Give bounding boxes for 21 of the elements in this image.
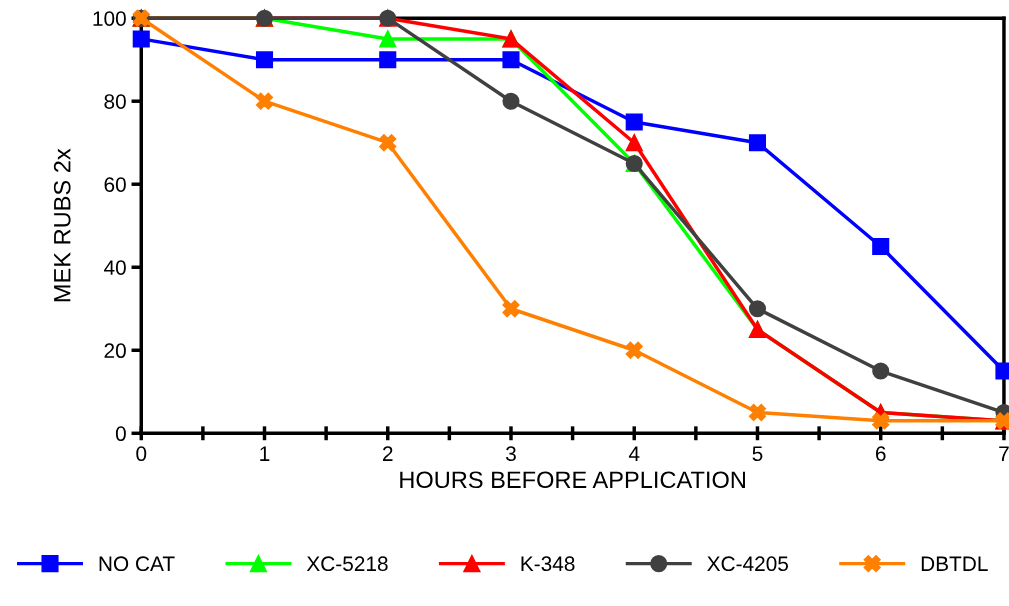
legend-label: K-348 <box>521 556 575 572</box>
x-tick-label: 2 <box>383 446 393 461</box>
legend-label: NO CAT <box>99 556 175 572</box>
x-tick-label: 0 <box>136 446 147 462</box>
x-tick-label: 6 <box>875 446 886 462</box>
y-tick-label: 80 <box>104 94 126 109</box>
x-tick-label: 1 <box>260 446 270 461</box>
y-tick-label: 40 <box>103 260 126 275</box>
x-tick-label: 3 <box>505 446 516 462</box>
y-tick-label: 20 <box>104 343 126 359</box>
legend-label: XC-4205 <box>707 556 789 572</box>
legend-label: DBTDL <box>921 556 988 571</box>
y-tick-label: 60 <box>104 177 126 192</box>
y-axis-title: MEK RUBS 2x <box>53 148 71 302</box>
x-tick-label: 5 <box>752 446 763 462</box>
y-tick-label: 0 <box>115 426 126 442</box>
y-tick-label: 100 <box>93 11 126 26</box>
x-axis-title: HOURS BEFORE APPLICATION <box>400 471 745 489</box>
x-tick-label: 4 <box>628 446 640 461</box>
x-tick-label: 7 <box>999 446 1009 461</box>
legend-label: XC-5218 <box>306 556 388 572</box>
